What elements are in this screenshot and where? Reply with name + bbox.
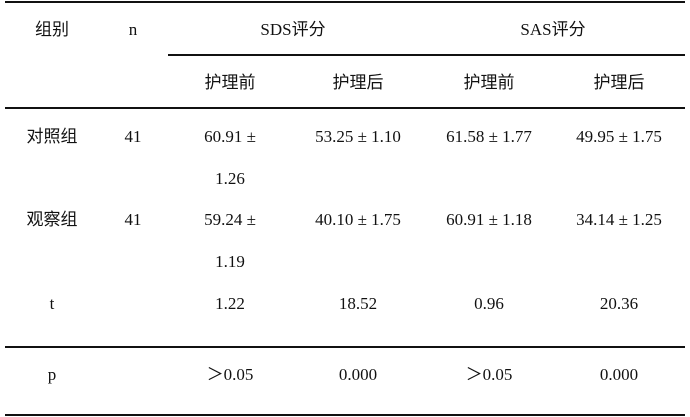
cell: 0.96 (474, 294, 504, 313)
cell: 60.91 ± 1.18 (446, 210, 532, 229)
cell: 53.25 ± 1.10 (315, 127, 401, 146)
cell: 0.000 (338, 365, 378, 384)
cell: ＞0.05 (206, 365, 254, 384)
cell: 41 (124, 210, 142, 229)
cell: 18.52 (338, 294, 378, 313)
header-cell: 组别 (35, 20, 69, 39)
header-cell: n (128, 20, 138, 39)
subheader-cell: 护理后 (332, 73, 384, 92)
cell: 49.95 ± 1.75 (576, 127, 662, 146)
subheader-cell: 护理前 (463, 73, 515, 92)
cell: 59.24 ± 1.19 (204, 210, 256, 271)
cell: 60.91 ± 1.26 (204, 127, 256, 188)
header-cell: SDS评分 (260, 20, 326, 39)
cell: 41 (124, 127, 142, 146)
cell: 40.10 ± 1.75 (315, 210, 401, 229)
row-label: 对照组 (26, 127, 78, 146)
cell: 0.000 (599, 365, 639, 384)
rule (5, 414, 685, 416)
rule (5, 107, 685, 109)
cell: 20.36 (599, 294, 639, 313)
cell: 61.58 ± 1.77 (446, 127, 532, 146)
cell: ＞0.05 (465, 365, 513, 384)
row-label: p (47, 365, 57, 384)
rule (168, 54, 685, 56)
rule (5, 1, 685, 3)
subheader-cell: 护理前 (204, 73, 256, 92)
row-label: 观察组 (26, 210, 78, 229)
cell: 1.22 (215, 294, 245, 313)
row-label: t (49, 294, 55, 313)
cell: 34.14 ± 1.25 (576, 210, 662, 229)
subheader-cell: 护理后 (593, 73, 645, 92)
rule (5, 346, 685, 348)
header-cell: SAS评分 (520, 20, 586, 39)
